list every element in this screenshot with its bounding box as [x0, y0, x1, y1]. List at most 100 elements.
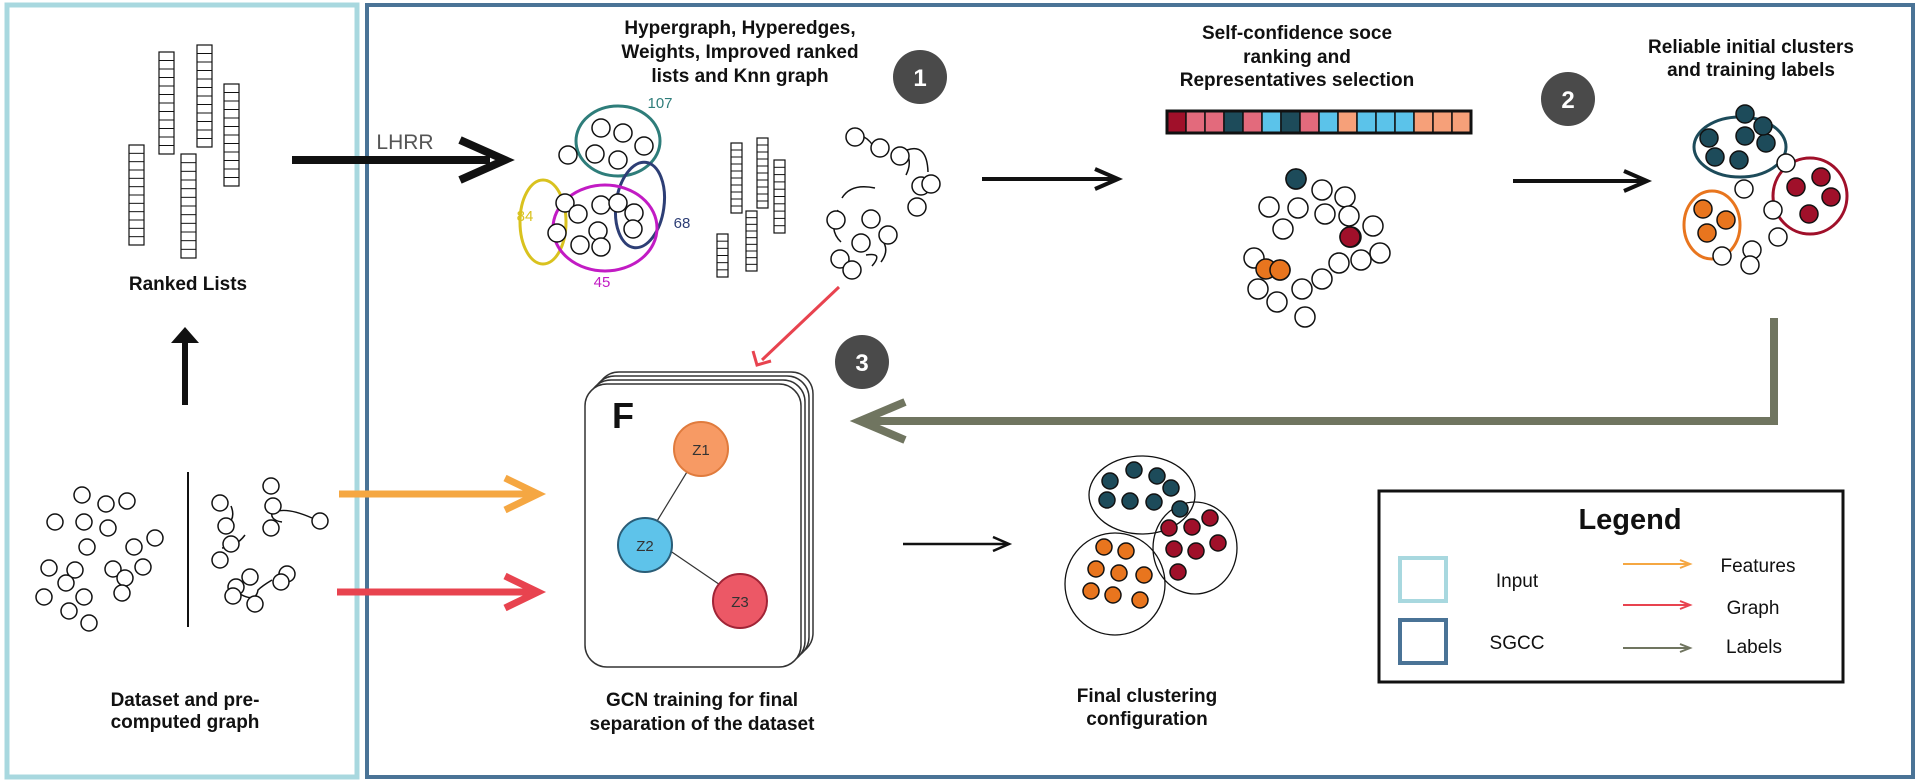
gcn-label-line2: separation of the dataset	[590, 714, 816, 735]
graph-node	[246, 595, 264, 613]
ranked-list-column	[730, 142, 743, 214]
hypergraph-node	[588, 221, 608, 241]
knn-node	[845, 127, 865, 147]
cluster-ellipse-orange	[1682, 189, 1742, 261]
final-node-red	[1209, 534, 1227, 552]
dataset-point	[104, 560, 122, 578]
hypergraph-node	[623, 219, 643, 239]
score-bar-cell	[1185, 110, 1206, 134]
legend-labels-arrow	[1623, 643, 1693, 653]
hypergraph-node	[568, 204, 588, 224]
cluster-node-unlabeled	[1763, 200, 1783, 220]
score-bar-cell	[1242, 110, 1263, 134]
hypergraph-node	[570, 235, 590, 255]
dataset-label-line2: computed graph	[111, 712, 260, 733]
score-bar-cell	[1432, 110, 1453, 134]
cluster-node-red	[1786, 177, 1806, 197]
cluster-node-orange	[1716, 210, 1736, 230]
representative-orange	[1269, 259, 1291, 281]
dataset-point	[134, 558, 152, 576]
cluster-node-orange	[1693, 199, 1713, 219]
final-node-teal	[1171, 500, 1189, 518]
final-node-teal	[1121, 492, 1139, 510]
final-node-teal	[1101, 472, 1119, 490]
dataset-point	[46, 513, 64, 531]
legend-features-label: Features	[1721, 556, 1796, 577]
final-node-teal	[1162, 479, 1180, 497]
dataset-point	[75, 588, 93, 606]
labels-feedback-arrow	[849, 318, 1778, 444]
graph-node	[211, 494, 229, 512]
hypergraph-title-line1: Hypergraph, Hyperedges,	[624, 18, 855, 39]
precomputed-graph	[211, 477, 329, 613]
graph-node	[217, 517, 235, 535]
dataset-point	[80, 614, 98, 632]
final-node-orange	[1131, 591, 1149, 609]
dataset-point	[66, 561, 84, 579]
legend-sgcc-swatch	[1398, 618, 1448, 665]
representative-teal	[1285, 168, 1307, 190]
score-bar-cell	[1375, 110, 1396, 134]
graph-node	[241, 568, 259, 586]
hypergraph-node	[547, 223, 567, 243]
cluster-node-teal	[1756, 133, 1776, 153]
knn-node	[921, 174, 941, 194]
final-node-teal	[1148, 467, 1166, 485]
hypergraph-node	[558, 145, 578, 165]
dataset-points	[35, 486, 164, 632]
representative-point	[1247, 278, 1269, 300]
final-cluster-ellipse-red	[1152, 501, 1238, 595]
dataset-point	[60, 602, 78, 620]
score-bar-cell	[1299, 110, 1320, 134]
ranked-list-column	[128, 144, 145, 246]
representative-point	[1350, 249, 1372, 271]
representative-point	[1334, 186, 1356, 208]
improved-ranked-lists	[716, 137, 786, 278]
gcn-node-z1: Z1	[673, 421, 729, 477]
gcn-node-z2-label: Z2	[636, 538, 654, 555]
representative-point	[1311, 179, 1333, 201]
reliable-clusters	[1682, 104, 1849, 275]
final-clusters	[1064, 455, 1238, 636]
legend-sgcc-label: SGCC	[1490, 633, 1545, 654]
cluster-node-red	[1799, 204, 1819, 224]
arrow-to-selfconfidence	[982, 167, 1124, 191]
graph-node	[272, 573, 290, 591]
dataset-point	[99, 519, 117, 537]
knn-node	[890, 146, 910, 166]
graph-node	[264, 497, 282, 515]
hypergraph-node	[634, 136, 654, 156]
final-node-orange	[1082, 582, 1100, 600]
ranked-list-column	[745, 210, 758, 272]
reliable-title-line1: Reliable initial clusters	[1648, 37, 1854, 58]
step-badge-2-number: 2	[1561, 87, 1574, 114]
cluster-node-unlabeled	[1734, 179, 1754, 199]
step-badge-3: 3	[835, 335, 889, 389]
legend-box	[1377, 489, 1845, 684]
graph-arrow	[337, 572, 547, 612]
ranked-list-frame	[745, 210, 758, 272]
representative-point	[1266, 291, 1288, 313]
representative-point	[1369, 242, 1391, 264]
hypergraph-node	[591, 195, 611, 215]
knn-edge	[841, 186, 876, 199]
legend-title: Legend	[1578, 504, 1681, 536]
ranked-list-column	[716, 233, 729, 278]
representative-point	[1291, 278, 1313, 300]
final-node-orange	[1110, 564, 1128, 582]
hyperedge-yellow	[518, 178, 568, 266]
score-bar-cell	[1223, 110, 1244, 134]
input-section-box	[4, 2, 360, 780]
final-node-teal	[1145, 493, 1163, 511]
final-node-orange	[1095, 538, 1113, 556]
graph-node	[311, 512, 329, 530]
graph-edge	[239, 579, 273, 599]
score-bar-cell	[1318, 110, 1339, 134]
representative-point	[1314, 203, 1336, 225]
cluster-node-red	[1821, 187, 1841, 207]
step-badge-3-number: 3	[855, 350, 868, 377]
dataset-point	[116, 569, 134, 587]
final-node-orange	[1117, 542, 1135, 560]
graph-node	[211, 551, 229, 569]
